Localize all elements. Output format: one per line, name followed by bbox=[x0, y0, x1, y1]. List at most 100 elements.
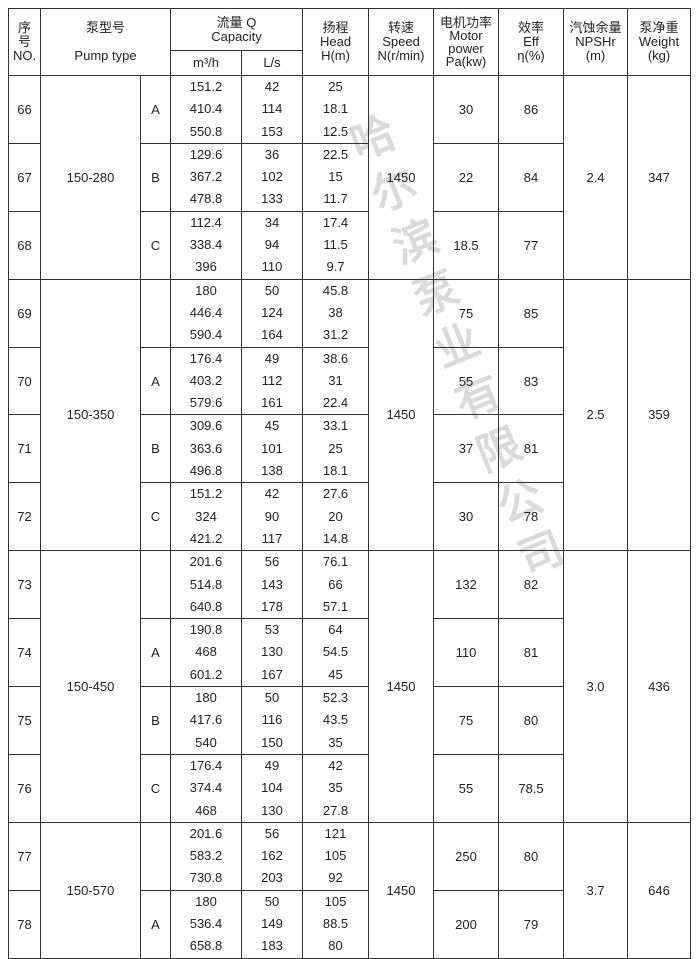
capacity-m3h-value: 151.2 bbox=[189, 486, 223, 502]
impeller-suffix: A bbox=[140, 618, 171, 688]
capacity-m3h-value: 496.8 bbox=[189, 463, 223, 479]
capacity-ls-value: 117 bbox=[261, 530, 283, 546]
efficiency: 81 bbox=[498, 414, 565, 484]
head-value: 35 bbox=[328, 734, 343, 750]
capacity-m3h: 180 536.4 658.8 bbox=[170, 889, 242, 959]
capacity-ls-value: 102 bbox=[261, 169, 283, 185]
head-value: 35 bbox=[328, 780, 343, 796]
table-row: 73 150-450 201.6 514.8 640.8 56 143 178 76.1 66 57… bbox=[8, 550, 692, 823]
capacity-ls-value: 90 bbox=[264, 508, 280, 524]
weight: 347 bbox=[627, 75, 692, 280]
capacity-m3h-value: 468 bbox=[195, 802, 217, 818]
capacity-m3h-value: 658.8 bbox=[189, 938, 223, 954]
speed: 1450 bbox=[368, 278, 435, 552]
capacity-m3h-value: 478.8 bbox=[189, 191, 223, 207]
capacity-m3h-value: 324 bbox=[195, 508, 217, 524]
row-no: 74 bbox=[8, 618, 41, 688]
row-no: 71 bbox=[8, 414, 41, 484]
table-row: 72 C 151.2 324 421.2 42 90 117 27.6 20 14.8 30 78 bbox=[8, 482, 691, 552]
header-efficiency: 效率 Eff η(%) bbox=[498, 8, 565, 76]
capacity-m3h-value: 640.8 bbox=[189, 598, 223, 614]
capacity-ls-value: 138 bbox=[261, 463, 283, 479]
impeller-suffix: C bbox=[140, 753, 171, 823]
impeller-suffix: C bbox=[140, 210, 171, 280]
table-row: 75 B 180 417.6 540 50 116 150 52.3 43.5 35 75 80 bbox=[8, 686, 691, 755]
head-value: 45.8 bbox=[322, 282, 349, 298]
capacity-m3h-value: 396 bbox=[195, 259, 217, 275]
capacity-m3h-value: 583.2 bbox=[189, 848, 223, 864]
head-value: 20 bbox=[328, 508, 343, 524]
capacity-m3h-value: 151.2 bbox=[189, 79, 223, 94]
head-value: 105 bbox=[324, 893, 347, 909]
table-row: 68 C 112.4 338.4 396 34 94 110 17.4 11.5 9.7 18.5 77 bbox=[8, 210, 691, 280]
head-value: 31 bbox=[328, 372, 343, 388]
impeller-suffix: C bbox=[140, 482, 171, 552]
capacity-m3h-value: 112.4 bbox=[190, 214, 222, 230]
capacity-ls-value: 162 bbox=[261, 848, 283, 864]
row-no: 72 bbox=[8, 482, 41, 552]
motor-power: 30 bbox=[433, 75, 500, 144]
head-value: 11.5 bbox=[323, 237, 348, 253]
head-value: 18.1 bbox=[322, 463, 349, 479]
efficiency: 77 bbox=[498, 210, 565, 280]
head-value: 80 bbox=[328, 938, 343, 954]
capacity-m3h-value: 417.6 bbox=[189, 712, 223, 728]
npshr: 2.5 bbox=[563, 278, 629, 552]
motor-power: 250 bbox=[433, 821, 500, 891]
capacity-m3h-value: 309.6 bbox=[189, 418, 223, 434]
row-no: 78 bbox=[8, 889, 41, 959]
head-value: 57.1 bbox=[322, 598, 349, 614]
head: 52.3 43.5 35 bbox=[302, 686, 370, 755]
capacity-m3h: 201.6 514.8 640.8 bbox=[170, 550, 242, 620]
capacity-ls-value: 42 bbox=[264, 486, 280, 502]
weight: 436 bbox=[627, 550, 692, 823]
capacity-m3h: 180 446.4 590.4 bbox=[170, 278, 242, 348]
head-value: 22.5 bbox=[322, 146, 349, 162]
impeller-suffix: B bbox=[140, 142, 171, 212]
head-value: 11.7 bbox=[323, 191, 348, 207]
capacity-ls-value: 110 bbox=[261, 259, 283, 275]
capacity-ls-value: 56 bbox=[264, 825, 280, 841]
capacity-m3h-value: 590.4 bbox=[189, 327, 223, 343]
header-speed: 转速 Speed N(r/min) bbox=[368, 8, 435, 76]
impeller-suffix: B bbox=[140, 686, 171, 755]
capacity-ls-value: 114 bbox=[261, 101, 283, 117]
efficiency: 86 bbox=[498, 75, 565, 144]
impeller-suffix bbox=[140, 821, 171, 891]
head: 64 54.5 45 bbox=[302, 618, 370, 688]
capacity-ls: 49 104 130 bbox=[240, 753, 304, 823]
head-value: 52.3 bbox=[322, 690, 349, 706]
head: 38.6 31 22.4 bbox=[302, 346, 370, 416]
capacity-m3h-value: 190.8 bbox=[189, 622, 223, 638]
capacity-m3h-value: 180 bbox=[195, 282, 217, 298]
capacity-m3h-value: 129.6 bbox=[189, 146, 223, 162]
row-no: 68 bbox=[8, 210, 41, 280]
impeller-suffix bbox=[140, 550, 171, 620]
capacity-ls-value: 104 bbox=[261, 780, 283, 796]
capacity-m3h: 176.4 374.4 468 bbox=[170, 753, 242, 823]
efficiency: 80 bbox=[498, 821, 565, 891]
impeller-suffix: A bbox=[140, 889, 171, 959]
speed: 1450 bbox=[368, 550, 435, 823]
capacity-ls-value: 53 bbox=[264, 622, 280, 638]
motor-power: 110 bbox=[433, 618, 500, 688]
capacity-ls-value: 153 bbox=[261, 123, 283, 139]
head-value: 105 bbox=[324, 848, 347, 864]
head-value: 43.5 bbox=[322, 712, 349, 728]
efficiency: 84 bbox=[498, 142, 565, 212]
capacity-m3h-value: 180 bbox=[195, 690, 217, 706]
capacity-ls: 56 162 203 bbox=[240, 821, 304, 891]
capacity-ls-value: 167 bbox=[261, 666, 283, 682]
row-no: 73 bbox=[8, 550, 41, 620]
head-value: 45 bbox=[328, 666, 343, 682]
motor-power: 22 bbox=[433, 142, 500, 212]
table-row: 66 150-280 A 151.2 410.4 550.8 42 114 153 25 18.1 1… bbox=[8, 75, 692, 280]
capacity-ls: 34 94 110 bbox=[240, 210, 304, 280]
head: 22.5 15 11.7 bbox=[302, 142, 370, 212]
capacity-m3h: 129.6 367.2 478.8 bbox=[170, 142, 242, 212]
npshr: 2.4 bbox=[563, 75, 629, 280]
efficiency: 85 bbox=[498, 278, 565, 348]
motor-power: 200 bbox=[433, 889, 500, 959]
capacity-ls-value: 49 bbox=[264, 757, 280, 773]
head-value: 31.2 bbox=[322, 327, 349, 343]
